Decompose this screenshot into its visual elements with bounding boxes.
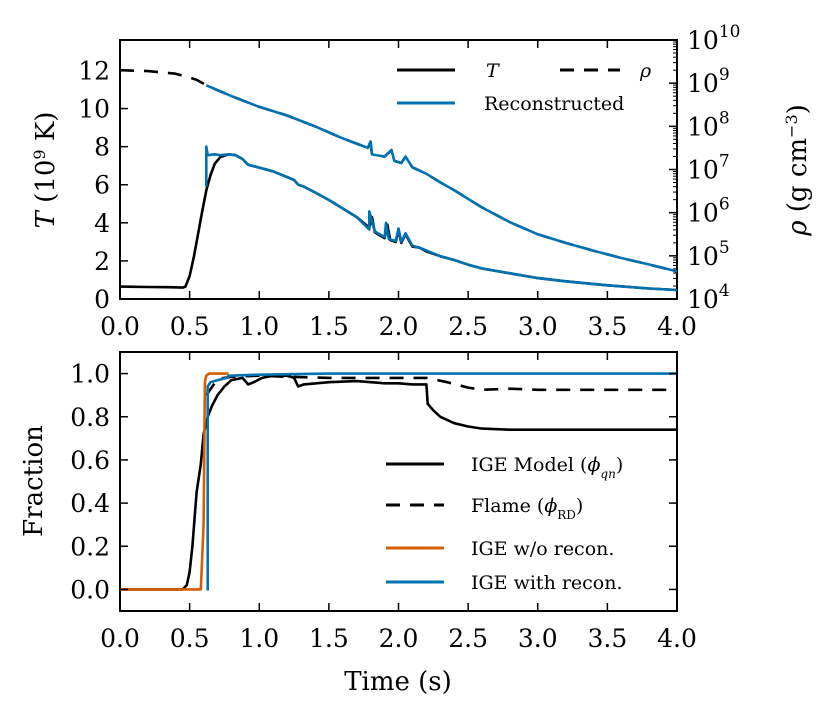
series-line-reconstructed [205,84,677,273]
x-tick-label: 0.0 [100,624,140,653]
top-plot-area [120,68,677,292]
y-tick-label: 0.8 [70,403,110,432]
y-tick-label: 6 [94,171,110,200]
top-legend: T ρ Reconstructed [397,60,652,115]
x-tick-label: 1.5 [309,624,349,653]
x-tick-label: 2.0 [379,624,419,653]
bottom-series-group [120,372,677,591]
x-tick-label: 4.0 [657,312,697,341]
top-plot-frame [119,39,678,300]
legend-label-reconstructed: Reconstructed [484,93,624,115]
y-tick-label: 12 [78,56,110,85]
top-y-ticks: 0 2 4 6 8 10 12 [78,56,128,314]
x-tick-label: 4.0 [657,624,697,653]
series-line-ige-model-qn [120,374,677,591]
x-tick-label: 0.5 [170,312,210,341]
y2-tick-label: 1010 [687,22,740,55]
bottom-x-axis-label: Time (s) [344,667,452,697]
bottom-x-ticks: 0.0 0.5 1.0 1.5 2.0 2.5 3.0 3.5 4.0 [100,352,697,653]
y2-tick-label: 104 [687,281,730,314]
x-tick-label: 2.5 [448,624,488,653]
top-y2-axis-label: ρ (g cm−3) [782,104,814,237]
top-y-label-symbol: T [31,209,61,228]
x-tick-label: 3.0 [518,624,558,653]
y-tick-label: 4 [94,209,110,238]
y-tick-label: 0.6 [70,446,110,475]
series-line-flame-rd [205,374,677,396]
top-y-label-unit: (10 [31,160,61,212]
y2-tick-label: 109 [687,65,730,98]
y-tick-label: 2 [94,247,110,276]
x-tick-label: 0.0 [100,312,140,341]
x-tick-label: 3.0 [518,312,558,341]
legend-label-flame: Flame (ϕRD) [471,495,583,522]
bottom-y-ticks: 0.0 0.2 0.4 0.6 0.8 1.0 [70,360,677,604]
top-y-axis-label: T (109 K) [30,112,62,229]
top-series-group [120,68,677,292]
series-line-t-reconstructed [205,145,677,292]
x-tick-label: 0.5 [170,624,210,653]
bottom-legend: IGE Model (ϕqn) Flame (ϕRD) IGE w/o reco… [386,454,623,594]
legend-label-T: T [486,60,500,82]
x-tick-label: 2.5 [448,312,488,341]
y-tick-label: 1.0 [70,360,110,389]
legend-label-ige-model: IGE Model (ϕqn) [471,454,623,481]
y-tick-label: 10 [78,95,110,124]
x-tick-label: 3.5 [587,624,627,653]
top-y2-ticks: 104 105 106 107 108 109 1010 [669,22,740,314]
series-line-ige-with-recon [206,372,677,591]
y-tick-label: 0.0 [70,575,110,604]
y-tick-label: 0.2 [70,532,110,561]
y-tick-label: 8 [94,133,110,162]
top-y2-label-end: ) [783,104,813,114]
y-tick-label: 0.4 [70,489,110,518]
top-y2-label-exponent: −3 [782,114,801,138]
x-tick-label: 2.0 [379,312,419,341]
top-panel: 0.0 0.5 1.0 1.5 2.0 2.5 3.0 3.5 4.0 0 2 4 6 8 10 12 10… [30,22,814,341]
legend-label-rho: ρ [639,60,652,82]
bottom-panel: 0.0 0.5 1.0 1.5 2.0 2.5 3.0 3.5 4.0 0.0 0.2 0.4 0.6… [19,351,697,697]
x-tick-label: 1.0 [239,312,279,341]
y-tick-label: 0 [94,285,110,314]
x-tick-label: 1.0 [239,624,279,653]
y2-tick-label: 105 [687,238,730,271]
legend-label-ige-with-recon: IGE with recon. [471,572,623,594]
top-x-ticks: 0.0 0.5 1.0 1.5 2.0 2.5 3.0 3.5 4.0 [100,40,697,341]
series-line-t [120,153,677,292]
x-tick-label: 1.5 [309,312,349,341]
series-line-ige-w-o-recon [120,372,229,591]
legend-label-ige-wo-recon: IGE w/o recon. [471,538,614,560]
x-tick-label: 3.5 [587,312,627,341]
y2-tick-label: 107 [687,152,730,185]
bottom-y-axis-label: Fraction [19,425,49,537]
y2-tick-label: 106 [687,195,730,228]
y2-tick-label: 108 [687,108,730,141]
